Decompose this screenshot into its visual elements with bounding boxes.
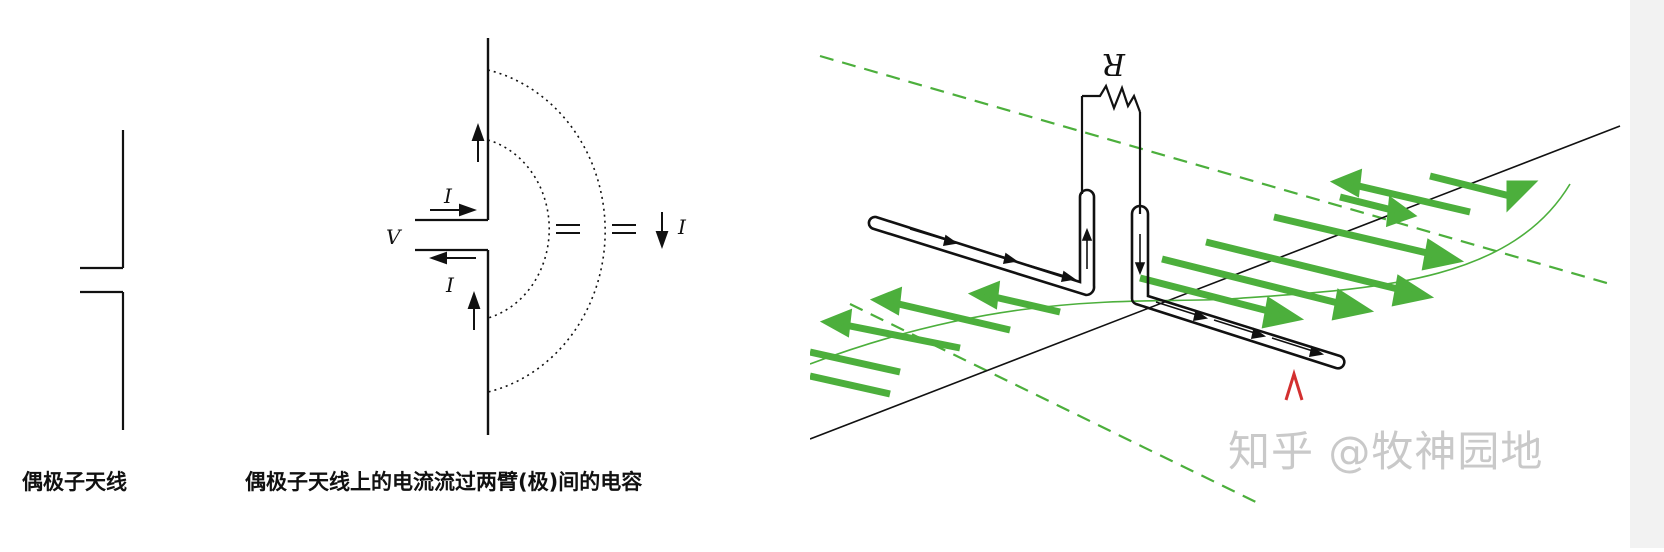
arm-current-arrows (909, 227, 1325, 357)
watermark: 知乎 @牧神园地 (1228, 427, 1544, 476)
wave-arrows (809, 168, 1539, 398)
dipole-arms (867, 188, 1346, 370)
propagation-axis (809, 125, 1621, 440)
page-margin (1630, 0, 1664, 548)
resistor-circuit (1080, 83, 1142, 214)
right-figure: R (809, 34, 1630, 505)
caption-dipole: 偶极子天线 (22, 470, 127, 494)
current-arrows (429, 123, 669, 330)
simple-dipole (80, 130, 125, 430)
left-figure: I I V I 偶极子天线 偶极子天线上的电流流过两臂(极)间的电容 (0, 0, 800, 548)
resistor-label: R (1102, 46, 1126, 81)
current-label-top: I (443, 184, 453, 208)
voltage-label: V (386, 225, 403, 249)
caption-dipole-capacitance: 偶极子天线上的电流流过两臂(极)间的电容 (245, 470, 643, 494)
current-label-field: I (677, 215, 687, 239)
dipole-diagrams: I I V I (80, 38, 687, 435)
current-label-bottom: I (445, 273, 455, 297)
dipole-wave-illustration: R (809, 46, 1621, 505)
dipole-with-capacitance (415, 38, 636, 435)
polarization-marker (1284, 368, 1304, 401)
